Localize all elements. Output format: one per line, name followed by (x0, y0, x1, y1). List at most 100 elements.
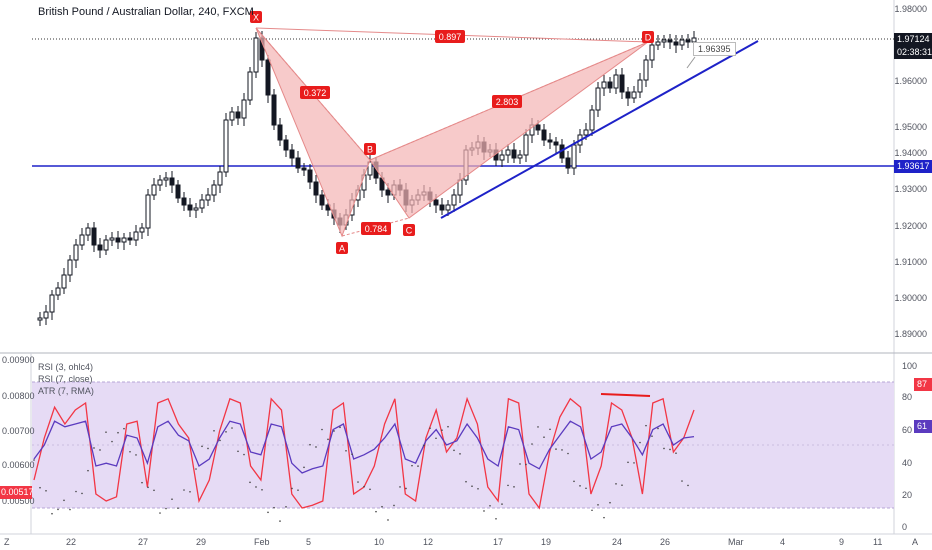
candle-body (145, 194, 151, 229)
candle-body (499, 154, 505, 161)
atr-dot (573, 480, 575, 483)
atr-dot (645, 424, 647, 427)
atr-dot (327, 438, 329, 441)
atr-dot (555, 448, 557, 450)
atr-dot (399, 486, 401, 488)
atr-dot (387, 519, 389, 521)
candle-body (319, 194, 325, 206)
atr-dot (495, 517, 497, 520)
candle-body (367, 161, 373, 176)
atr-dot (129, 450, 131, 453)
atr-dot (57, 508, 59, 511)
atr-dot (69, 508, 71, 511)
candle-body (235, 111, 241, 119)
point-d-label: D (645, 33, 652, 43)
time-tick: 11 (873, 537, 883, 547)
candle-body (139, 227, 145, 233)
atr-dot (231, 427, 233, 429)
atr-dot (345, 450, 347, 452)
corner-right-label[interactable]: A (912, 537, 919, 547)
atr-dot (675, 452, 677, 454)
point-b-badge (364, 143, 376, 155)
atr-dot (45, 489, 47, 492)
atr-dot (237, 450, 239, 453)
candle-body (49, 294, 55, 313)
atr-dot (333, 430, 335, 432)
ratio-xad-label: 0.897 (439, 32, 462, 42)
point-x-badge (250, 11, 262, 23)
atr-dot (321, 428, 323, 431)
ratio-abc-badge (361, 222, 391, 235)
atr-dot (429, 427, 431, 429)
candle-body (133, 231, 139, 241)
atr-dot (633, 462, 635, 464)
candle-body (187, 204, 193, 211)
ratio-bcd-badge (492, 95, 522, 108)
point-a-badge (336, 242, 348, 254)
ratio-xad-badge (435, 30, 465, 43)
candle-body (517, 154, 523, 159)
atr-dot (201, 445, 203, 448)
atr-dot (159, 512, 161, 514)
atr-dot (267, 511, 269, 514)
candle-body (247, 71, 253, 101)
countdown-tag: 02:38:31 (894, 46, 932, 59)
atr-dot (309, 443, 311, 446)
candle-body (169, 177, 175, 186)
price-tick: 1.98000 (894, 4, 927, 14)
candle-body (595, 87, 601, 111)
atr-dot (615, 483, 617, 485)
atr-dot (93, 447, 95, 449)
legend-atr[interactable]: ATR (7, RMA) (38, 386, 94, 396)
point-x-label: X (253, 13, 259, 23)
atr-dot (147, 486, 149, 489)
time-tick: Mar (728, 537, 744, 547)
atr-dot (351, 453, 353, 455)
candle-body (73, 244, 79, 261)
candle-body (181, 197, 187, 206)
atr-dot (411, 464, 413, 467)
candle-body (127, 237, 133, 241)
candle-body (283, 139, 289, 151)
candle-body (655, 41, 661, 46)
candle-body (553, 141, 559, 146)
point-c-badge (403, 224, 415, 236)
price-tick: 1.91000 (894, 257, 927, 267)
candle-body (667, 39, 673, 43)
price-tick: 1.89000 (894, 329, 927, 339)
price-tick: 1.93000 (894, 184, 927, 194)
atr-dot (507, 484, 509, 487)
candle-body (67, 259, 73, 276)
atr-dot (483, 510, 485, 512)
atr-dot (291, 487, 293, 490)
atr-dot (603, 516, 605, 519)
candle-body (643, 59, 649, 81)
atr-dot (435, 437, 437, 440)
candle-body (211, 184, 217, 196)
time-tick: Feb (254, 537, 270, 547)
candle-body (607, 81, 613, 89)
candle-body (547, 139, 553, 143)
atr-dot (687, 484, 689, 487)
candle-body (505, 149, 511, 156)
time-tick: 5 (306, 537, 312, 547)
point-d-badge (642, 31, 654, 43)
atr-dot (243, 453, 245, 456)
candle-body (217, 171, 223, 186)
atr-dot (165, 507, 167, 510)
atr-dot (183, 489, 185, 491)
legend-rsi-fast[interactable]: RSI (3, ohlc4) (38, 362, 94, 372)
atr-dot (405, 487, 407, 490)
candle-body (157, 179, 163, 186)
candle-body (565, 157, 571, 169)
legend-rsi-slow[interactable]: RSI (7, close) (38, 374, 93, 384)
time-tick: 22 (66, 537, 77, 547)
atr-dot (531, 443, 533, 445)
candle-body (151, 184, 157, 196)
atr-tick: 0.00800 (2, 391, 35, 401)
candle-body (61, 274, 67, 289)
time-tick: 12 (423, 537, 434, 547)
candle-body (649, 44, 655, 61)
corner-left-label[interactable]: Z (4, 537, 10, 547)
